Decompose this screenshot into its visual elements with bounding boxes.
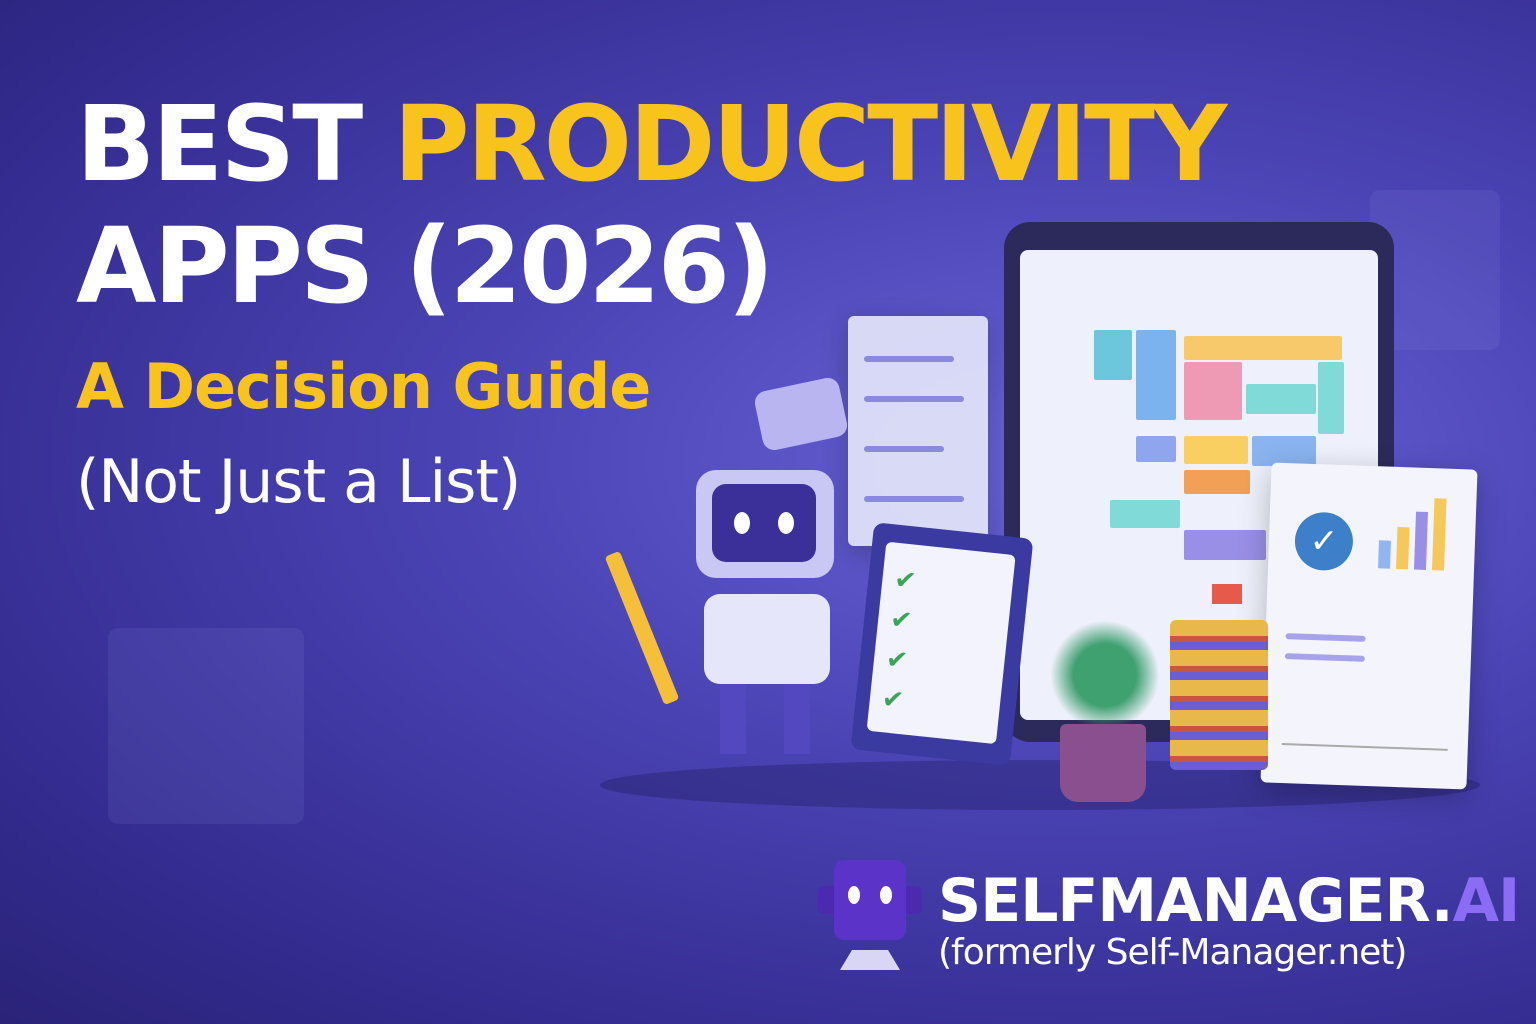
books-stack-illustration [1170, 620, 1268, 770]
subtitle: A Decision Guide [76, 350, 651, 423]
headline-line-2: APPS (2026) [76, 205, 775, 327]
brand-former-name: (formerly Self-Manager.net) [938, 932, 1407, 973]
brand-name: SELFMANAGER.AI [938, 866, 1520, 936]
background-panel [108, 628, 304, 824]
plant-pot-illustration [1060, 724, 1146, 802]
checkmark-icon: ✔ [880, 684, 906, 717]
check-circle-icon: ✓ [1293, 511, 1354, 572]
robot-mascot-illustration [690, 470, 840, 770]
chat-bubble-icon [752, 375, 850, 453]
pencil-icon [604, 550, 680, 706]
plant-leaves-illustration [1050, 620, 1160, 730]
headline-line-1: BEST PRODUCTIVITY [76, 83, 1227, 205]
document-illustration [848, 316, 988, 546]
brand-robot-logo [818, 846, 922, 970]
flag-icon [1212, 584, 1242, 604]
checkmark-icon: ✔ [892, 564, 918, 597]
tagline: (Not Just a List) [76, 447, 521, 517]
clipboard-checklist-illustration: ✔ ✔ ✔ ✔ [850, 522, 1034, 766]
report-chart-illustration: ✓ [1260, 462, 1478, 790]
checkmark-icon: ✔ [888, 604, 914, 637]
checkmark-icon: ✔ [884, 644, 910, 677]
